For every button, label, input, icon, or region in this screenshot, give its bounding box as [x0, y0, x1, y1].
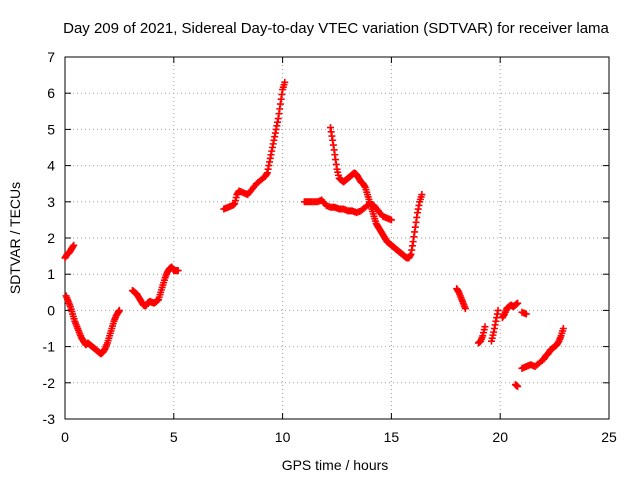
y-tick-label: 7 — [47, 49, 55, 65]
x-tick-label: 5 — [170, 429, 178, 445]
x-tick-label: 10 — [275, 429, 291, 445]
y-tick-label: -1 — [43, 339, 56, 355]
x-tick-label: 15 — [384, 429, 400, 445]
y-axis-label: SDTVAR / TECUs — [7, 182, 23, 294]
data-point — [70, 241, 78, 249]
data-point — [461, 305, 469, 313]
y-tick-label: 5 — [47, 121, 55, 137]
data-point — [115, 306, 123, 314]
y-tick-label: 1 — [47, 266, 55, 282]
x-tick-label: 20 — [492, 429, 508, 445]
data-point — [387, 216, 395, 224]
data-point — [481, 323, 489, 331]
x-tick-label: 25 — [601, 429, 617, 445]
data-point — [514, 299, 522, 307]
data-point — [418, 191, 426, 199]
data-point — [174, 267, 182, 275]
axis-ticks: 0 5 10 15 20 25 -3 -2 -1 0 1 2 3 4 5 6 7 — [43, 49, 617, 445]
x-axis-label: GPS time / hours — [282, 457, 389, 473]
data-point — [522, 310, 530, 318]
y-tick-label: 3 — [47, 194, 55, 210]
grid-lines — [65, 57, 609, 419]
data-points — [61, 78, 567, 390]
y-tick-label: 6 — [47, 85, 55, 101]
y-tick-label: 4 — [47, 158, 55, 174]
y-tick-label: 2 — [47, 230, 55, 246]
x-tick-label: 0 — [61, 429, 69, 445]
data-point — [281, 78, 289, 86]
chart-title: Day 209 of 2021, Sidereal Day-to-day VTE… — [63, 20, 609, 37]
data-point — [559, 325, 567, 332]
y-tick-label: -3 — [43, 411, 56, 427]
data-point — [494, 306, 502, 314]
y-tick-label: 0 — [47, 302, 55, 318]
y-tick-label: -2 — [43, 375, 56, 391]
data-point — [514, 382, 522, 390]
